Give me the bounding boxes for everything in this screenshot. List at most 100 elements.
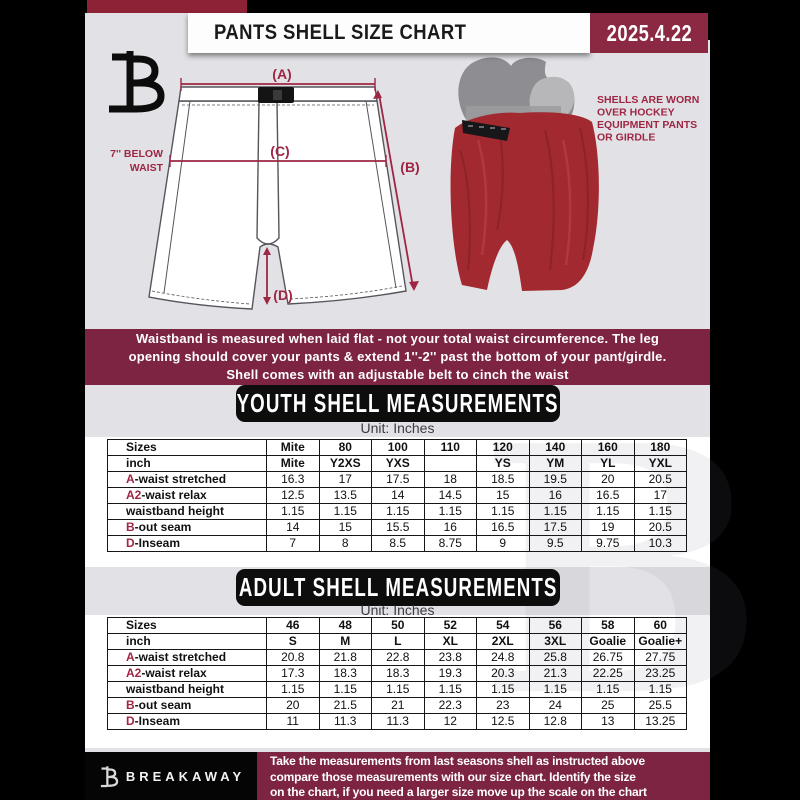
value-cell: 180 (633, 439, 687, 456)
row-label: B-out seam (107, 519, 267, 536)
value-cell: 54 (476, 617, 530, 634)
table-row: A-waist stretched 16.3 17 17.5 18 18.5 19.5 20 2… (107, 471, 687, 488)
value-cell: 20 (581, 471, 635, 488)
adult-banner-text: ADULT SHELL MEASUREMENTS (238, 572, 558, 602)
value-cell: 9.75 (581, 535, 635, 552)
row-label-prefix: B (126, 698, 135, 713)
value-cell: 18.3 (371, 665, 425, 682)
photo-caption-line1: SHELLS ARE WORN (597, 94, 699, 106)
value-cell: Mite (266, 439, 320, 456)
waistband-info-banner: Waistband is measured when laid flat - n… (85, 329, 710, 385)
value-cell: 11.3 (318, 713, 372, 730)
value-cell: 14 (371, 487, 425, 504)
footer-line: on the chart, if you need a larger size … (270, 785, 647, 799)
breakaway-b-footer-logo-icon (100, 766, 119, 788)
value-cell: 1.15 (423, 681, 477, 698)
youth-banner-text: YOUTH SHELL MEASUREMENTS (237, 388, 559, 418)
row-label-prefix: D (126, 714, 135, 729)
value-cell: 16.5 (581, 487, 635, 504)
value-cell: 2XL (476, 633, 530, 650)
row-label: inch (107, 455, 267, 472)
row-label-prefix: D (126, 536, 135, 551)
photo-caption-line3: EQUIPMENT PANTS (597, 119, 697, 131)
value-cell: 1.15 (266, 503, 320, 520)
value-cell: 3XL (528, 633, 582, 650)
value-cell: 17.3 (266, 665, 320, 682)
value-cell: 100 (371, 439, 425, 456)
value-cell: 17.5 (528, 519, 582, 536)
value-cell: 58 (581, 617, 635, 634)
value-cell: L (371, 633, 425, 650)
below-waist-note-line1: 7'' BELOW (110, 148, 163, 160)
youth-unit-label: Unit: Inches (360, 420, 435, 436)
table-row: B-out seam 20 21.5 21 22.3 23 24 25 25.5 (107, 697, 687, 714)
row-label: A-waist stretched (107, 649, 267, 666)
value-cell: 20 (266, 697, 320, 714)
shorts-outline (148, 86, 407, 310)
table-row: A-waist stretched 20.8 21.8 22.8 23.8 24.8 25.… (107, 649, 687, 666)
row-label-prefix: A2 (126, 488, 142, 503)
belt-buckle (258, 87, 294, 103)
value-cell: 46 (266, 617, 320, 634)
photo-caption-line2: OVER HOCKEY (597, 107, 675, 119)
value-cell: 1.15 (266, 681, 320, 698)
value-cell: M (318, 633, 372, 650)
photo-caption-line4: OR GIRDLE (597, 132, 655, 144)
logo-background (85, 13, 188, 43)
footer-line: compare those measurements with our size… (270, 769, 636, 784)
value-cell: 120 (476, 439, 530, 456)
value-cell: 17 (318, 471, 372, 488)
value-cell: 1.15 (423, 503, 477, 520)
footer-instructions: Take the measurements from last seasons … (257, 752, 710, 800)
value-cell: 26.75 (581, 649, 635, 666)
value-cell: Mite (266, 455, 320, 472)
adult-section-banner: ADULT SHELL MEASUREMENTS (236, 569, 560, 606)
value-cell: 21 (371, 697, 425, 714)
table-header-row: Sizes 46 48 50 52 54 56 58 60 (107, 617, 687, 634)
value-cell: 9.5 (528, 535, 582, 552)
value-cell: YM (528, 455, 582, 472)
adult-unit-label: Unit: Inches (360, 602, 435, 618)
table-row: waistband height 1.15 1.15 1.15 1.15 1.15 1.15… (107, 681, 687, 698)
value-cell: 48 (318, 617, 372, 634)
value-cell: 15.5 (371, 519, 425, 536)
row-label: Sizes (107, 439, 267, 456)
value-cell: 15 (476, 487, 530, 504)
value-cell: 140 (528, 439, 582, 456)
value-cell: 19.3 (423, 665, 477, 682)
top-accent-strip (87, 0, 247, 13)
value-cell: 1.15 (633, 681, 687, 698)
below-waist-note-line2: WAIST (130, 162, 164, 174)
value-cell: 20.5 (633, 519, 687, 536)
table-row: D-Inseam 11 11.3 11.3 12 12.5 12.8 13 13.25 (107, 713, 687, 730)
value-cell: 8.5 (371, 535, 425, 552)
value-cell: 24 (528, 697, 582, 714)
info-line: opening should cover your pants & extend… (128, 349, 667, 364)
value-cell: 21.3 (528, 665, 582, 682)
value-cell: 16.5 (476, 519, 530, 536)
date-text: 2025.4.22 (606, 19, 692, 46)
youth-section-banner: YOUTH SHELL MEASUREMENTS (236, 385, 560, 422)
row-label: waistband height (107, 681, 267, 698)
label-a: (A) (272, 66, 291, 82)
value-cell: 12 (423, 713, 477, 730)
table-header-row: inch Mite Y2XS YXS YS YM YL YXL (107, 455, 687, 472)
value-cell: 27.75 (633, 649, 687, 666)
row-label: waistband height (107, 503, 267, 520)
value-cell: 20.8 (266, 649, 320, 666)
value-cell: Goalie (581, 633, 635, 650)
value-cell: 22.3 (423, 697, 477, 714)
value-cell: 15 (318, 519, 372, 536)
value-cell: 8 (318, 535, 372, 552)
value-cell: 22.25 (581, 665, 635, 682)
value-cell: 13 (581, 713, 635, 730)
row-label: D-Inseam (107, 713, 267, 730)
breakaway-b-logo-icon (109, 51, 165, 113)
value-cell: 1.15 (581, 681, 635, 698)
value-cell: 23 (476, 697, 530, 714)
table-header-row: inch S M L XL 2XL 3XL Goalie Goalie+ (107, 633, 687, 650)
table-row: A2-waist relax 12.5 13.5 14 14.5 15 16 16.5 17 (107, 487, 687, 504)
value-cell: Goalie+ (633, 633, 687, 650)
value-cell: 21.5 (318, 697, 372, 714)
label-b: (B) (400, 159, 419, 175)
